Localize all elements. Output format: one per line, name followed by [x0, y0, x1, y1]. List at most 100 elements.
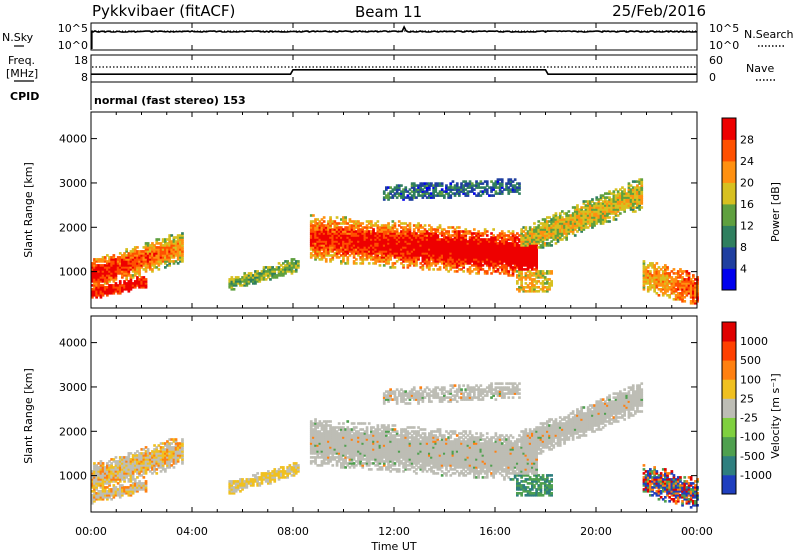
power-cell: [359, 248, 362, 251]
power-cell: [481, 268, 485, 271]
power-cell: [370, 242, 373, 245]
power-cell: [249, 278, 253, 281]
power-cell: [505, 248, 508, 251]
power-cell: [355, 226, 358, 229]
power-cell: [500, 260, 504, 263]
power-cell: [509, 244, 513, 247]
power-cell: [322, 220, 326, 223]
power-cell: [404, 242, 408, 245]
power-cell: [322, 228, 326, 231]
power-cell: [151, 256, 154, 259]
power-cell: [466, 232, 470, 235]
power-cell: [322, 232, 326, 235]
velocity-cell: [144, 486, 148, 489]
velocity-cell: [127, 470, 131, 473]
power-cell: [155, 250, 159, 253]
power-cell: [309, 248, 313, 251]
power-cell: [595, 196, 599, 199]
power-cell: [116, 292, 120, 295]
power-cell: [114, 270, 118, 273]
power-cell: [468, 266, 472, 269]
power-cell: [421, 194, 425, 197]
velocity-cell: [129, 468, 133, 471]
power-cell: [500, 192, 504, 195]
power-cell: [541, 244, 545, 247]
power-cell: [511, 248, 515, 251]
power-cell: [129, 256, 133, 259]
power-cell: [646, 276, 650, 279]
velocity-cell: [99, 472, 103, 475]
power-cell: [320, 246, 324, 249]
power-cell: [355, 242, 358, 245]
power-cell: [284, 266, 287, 269]
velocity-cell: [144, 462, 148, 465]
power-cell: [565, 226, 568, 229]
power-cell: [586, 220, 590, 223]
velocity-cell: [142, 476, 146, 479]
power-cell: [110, 270, 113, 273]
power-cell: [322, 224, 326, 227]
power-cell: [526, 258, 530, 261]
power-cell: [661, 274, 665, 277]
power-cell: [108, 260, 111, 263]
velocity-cell: [146, 452, 150, 455]
power-cell: [500, 264, 504, 267]
power-cell: [430, 196, 433, 199]
power-cell: [526, 234, 530, 237]
power-cell: [604, 216, 607, 219]
velocity-cell: [131, 458, 135, 461]
power-cell: [576, 222, 579, 225]
power-cell: [520, 234, 523, 237]
power-cell: [389, 228, 392, 231]
power-cell: [290, 266, 294, 269]
power-cell: [533, 280, 536, 283]
power-cell: [380, 226, 384, 229]
power-cell: [518, 186, 521, 189]
power-cell: [320, 252, 324, 255]
power-cell: [462, 246, 465, 249]
power-cell: [541, 228, 545, 231]
power-cell: [541, 234, 545, 237]
power-cell: [361, 244, 365, 247]
power-cell: [679, 286, 682, 289]
velocity-cell: [125, 458, 128, 461]
power-cell: [316, 218, 320, 221]
power-cell: [445, 246, 448, 249]
power-cell: [146, 242, 150, 245]
power-cell: [168, 234, 171, 237]
power-cell: [451, 244, 455, 247]
power-cell: [580, 208, 583, 211]
power-cell: [408, 228, 412, 231]
power-cell: [681, 272, 684, 275]
power-cell: [406, 240, 410, 243]
power-cell: [397, 250, 401, 253]
power-cell: [385, 260, 388, 263]
power-cell: [142, 260, 146, 263]
power-cell: [548, 216, 551, 219]
power-cell: [578, 212, 581, 215]
power-cell: [333, 232, 337, 235]
power-cell: [584, 220, 588, 223]
power-cell: [535, 248, 538, 251]
power-cell: [571, 206, 575, 209]
power-cell: [694, 294, 697, 297]
power-cell: [294, 268, 298, 271]
power-cell: [496, 256, 500, 259]
power-cell: [494, 266, 498, 269]
power-cell: [397, 232, 401, 235]
power-cell: [674, 280, 678, 283]
power-cell: [367, 240, 371, 243]
power-cell: [475, 244, 478, 247]
power-cell: [473, 250, 476, 253]
power-cell: [243, 274, 247, 277]
velocity-cell: [106, 486, 109, 489]
velocity-cell: [125, 462, 128, 465]
velocity-cell: [153, 448, 156, 451]
power-cell: [114, 262, 118, 265]
power-cell: [161, 246, 165, 249]
power-cell: [535, 276, 538, 279]
velocity-cell: [181, 456, 184, 459]
power-cell: [584, 208, 588, 211]
power-cell: [543, 286, 547, 289]
power-cell: [447, 256, 450, 259]
